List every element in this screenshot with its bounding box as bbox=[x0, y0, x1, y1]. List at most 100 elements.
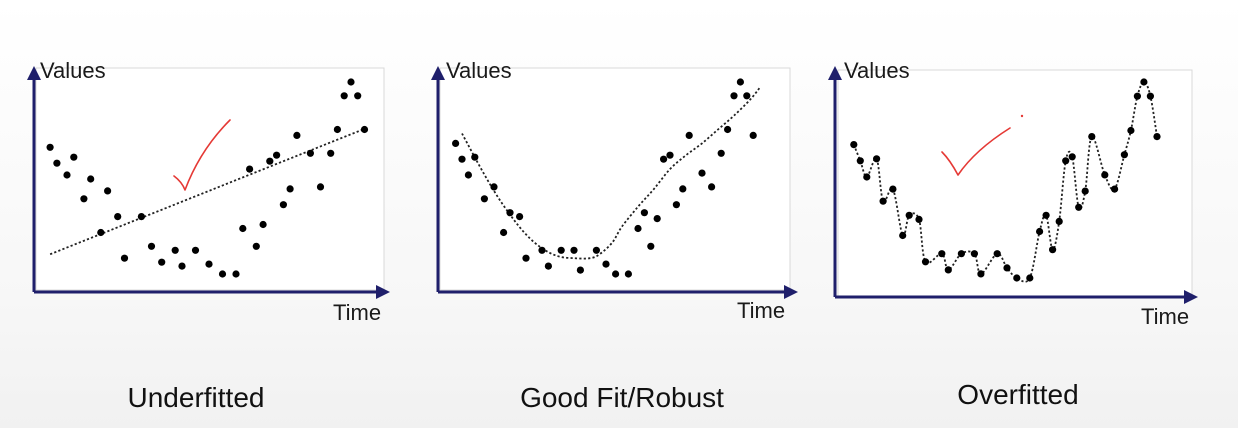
data-point bbox=[749, 131, 757, 139]
data-point bbox=[708, 183, 716, 191]
data-point bbox=[1013, 274, 1021, 282]
data-point bbox=[347, 78, 355, 86]
data-point bbox=[500, 228, 508, 237]
chart-panel-good-fit: Values Time Good Fit/Robust bbox=[431, 58, 798, 413]
data-point bbox=[977, 270, 985, 278]
data-point bbox=[957, 250, 966, 258]
data-point bbox=[873, 155, 881, 163]
data-point bbox=[1111, 185, 1119, 193]
data-point bbox=[480, 195, 488, 203]
data-point bbox=[114, 213, 122, 221]
data-point bbox=[191, 246, 200, 254]
data-point bbox=[327, 149, 335, 157]
red-check-annotation bbox=[941, 127, 1011, 176]
data-point bbox=[736, 78, 745, 86]
data-point bbox=[666, 151, 674, 159]
data-point bbox=[279, 201, 287, 209]
data-point bbox=[1036, 227, 1044, 236]
x-axis-label: Time bbox=[737, 298, 785, 323]
data-point bbox=[730, 92, 738, 100]
data-point bbox=[544, 262, 553, 270]
data-point bbox=[856, 157, 864, 165]
y-axis-arrow-icon bbox=[27, 66, 41, 80]
data-point bbox=[570, 246, 578, 254]
data-point bbox=[464, 171, 472, 179]
data-point bbox=[316, 183, 325, 191]
data-point bbox=[171, 246, 179, 254]
y-axis-label: Values bbox=[844, 58, 910, 83]
data-point bbox=[266, 157, 274, 165]
plot-area bbox=[46, 78, 369, 278]
data-point bbox=[1068, 153, 1076, 161]
data-point bbox=[1075, 203, 1083, 211]
data-point bbox=[889, 185, 897, 193]
data-point bbox=[232, 270, 240, 278]
data-point bbox=[293, 131, 301, 139]
data-point bbox=[1153, 133, 1161, 141]
data-point bbox=[557, 246, 565, 254]
data-point bbox=[899, 231, 907, 240]
y-axis-arrow-icon bbox=[828, 66, 842, 80]
data-point bbox=[640, 209, 649, 217]
plot-frame bbox=[439, 67, 791, 291]
data-point bbox=[685, 131, 693, 139]
data-point bbox=[120, 254, 129, 262]
data-point bbox=[1133, 92, 1141, 100]
data-point bbox=[452, 139, 460, 147]
data-point bbox=[915, 215, 923, 223]
x-axis-arrow-icon bbox=[1184, 290, 1198, 304]
data-point bbox=[490, 183, 498, 191]
data-point bbox=[538, 246, 546, 254]
data-point bbox=[286, 185, 294, 193]
data-point bbox=[647, 242, 655, 250]
data-point bbox=[360, 125, 369, 134]
data-point bbox=[104, 187, 112, 195]
data-point bbox=[592, 246, 601, 254]
data-point bbox=[205, 260, 213, 268]
data-point bbox=[660, 155, 668, 163]
data-point bbox=[1120, 151, 1128, 159]
data-point bbox=[905, 211, 913, 219]
data-point bbox=[698, 169, 706, 177]
data-point bbox=[1003, 264, 1011, 272]
data-point bbox=[1088, 133, 1096, 141]
plot-frame bbox=[837, 69, 1193, 297]
data-point bbox=[506, 209, 514, 217]
x-axis-label: Time bbox=[333, 300, 381, 325]
x-axis-arrow-icon bbox=[784, 285, 798, 299]
data-point bbox=[1055, 217, 1063, 225]
data-point bbox=[178, 262, 186, 270]
data-point bbox=[624, 270, 633, 278]
plot-area bbox=[850, 78, 1161, 283]
data-point bbox=[993, 250, 1001, 258]
chart-caption: Underfitted bbox=[128, 382, 265, 413]
data-point bbox=[1146, 92, 1154, 100]
data-point bbox=[679, 185, 687, 193]
data-point bbox=[516, 213, 524, 221]
data-point bbox=[340, 92, 348, 100]
data-point bbox=[246, 165, 254, 173]
data-point bbox=[471, 153, 479, 161]
data-point bbox=[70, 153, 78, 161]
data-point bbox=[1081, 187, 1089, 195]
data-point bbox=[158, 258, 166, 266]
data-point bbox=[944, 266, 952, 274]
data-point bbox=[1049, 246, 1057, 254]
data-point bbox=[612, 270, 620, 278]
data-point bbox=[63, 171, 71, 179]
data-point bbox=[80, 195, 88, 203]
data-point bbox=[458, 155, 466, 163]
red-check-annotation bbox=[173, 119, 231, 191]
chart-panel-underfitted: Values Time Underfitted bbox=[27, 58, 390, 413]
data-point bbox=[672, 201, 681, 209]
data-point bbox=[306, 149, 314, 157]
data-point bbox=[850, 141, 858, 149]
data-point bbox=[87, 175, 95, 183]
data-point bbox=[634, 224, 642, 233]
data-point bbox=[97, 228, 105, 237]
data-point bbox=[522, 254, 530, 262]
y-axis-arrow-icon bbox=[431, 66, 445, 80]
fit-curve bbox=[461, 87, 761, 260]
data-point bbox=[252, 242, 260, 250]
data-point bbox=[863, 173, 871, 181]
